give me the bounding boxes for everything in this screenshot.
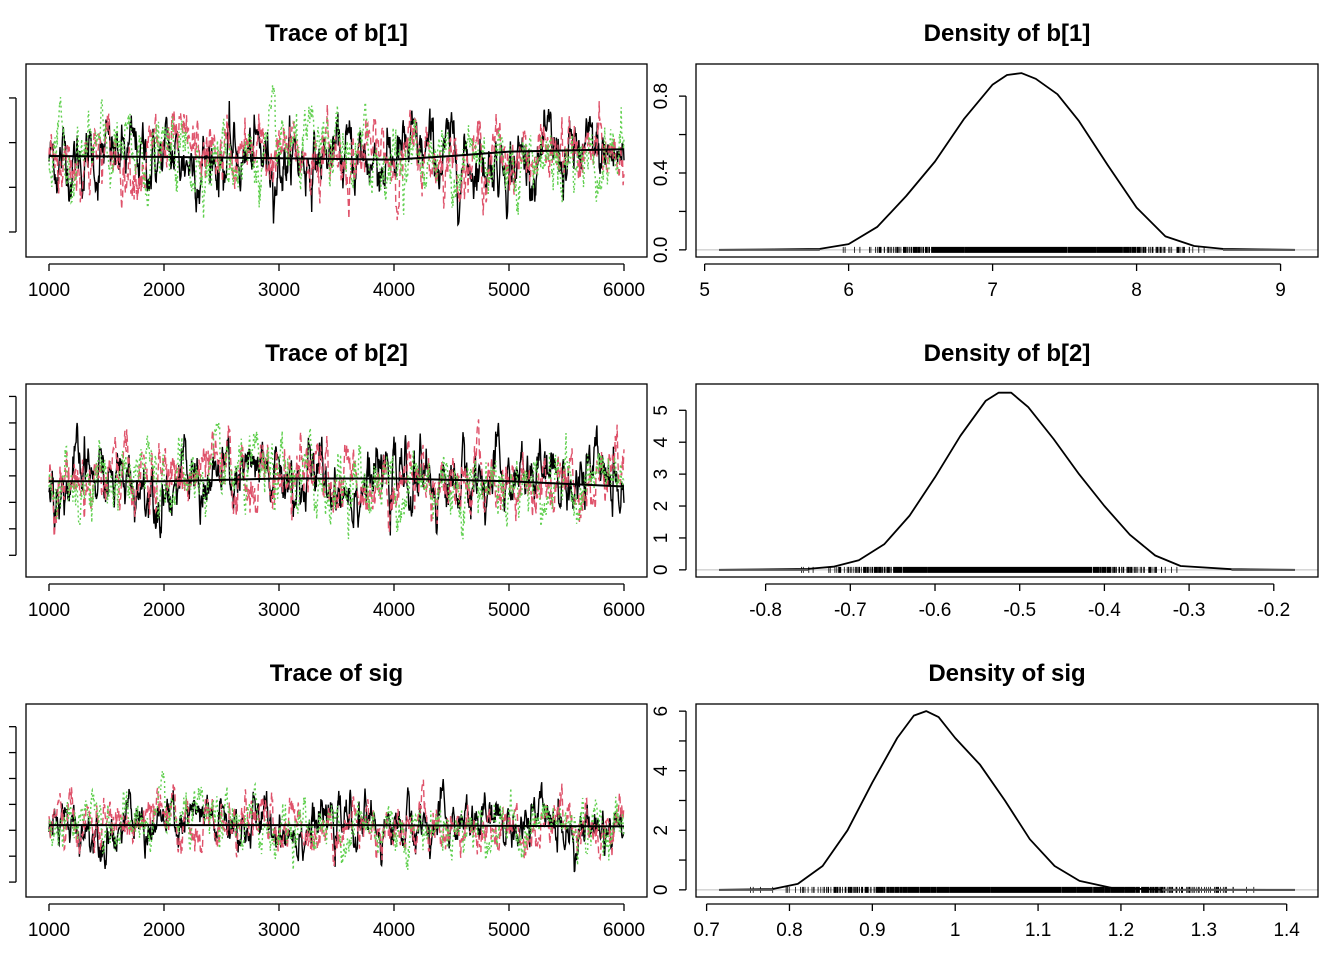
trace-series-2 — [48, 101, 625, 221]
panel-title: Trace of sig — [270, 660, 403, 687]
plot-frame — [25, 63, 648, 258]
x-tick-label: 3000 — [258, 920, 300, 941]
y-tick-label: 4 — [651, 765, 672, 776]
trace-series-3 — [48, 84, 625, 219]
trace-panel-1: Trace of b[1] 1000 2000 3000 4000 5000 6000 — [9, 20, 648, 301]
x-tick-label: 5000 — [488, 280, 530, 301]
trace-series-2 — [48, 419, 625, 537]
trace-smooth-line — [49, 824, 625, 828]
y-tick-label: 3 — [651, 469, 672, 480]
x-tick-label: 4000 — [373, 280, 415, 301]
x-tick-label: 6000 — [603, 280, 645, 301]
plot-frame — [25, 383, 648, 578]
trace-series-3 — [48, 422, 625, 540]
x-tick-label: 2000 — [143, 280, 185, 301]
x-tick-label: 4000 — [373, 920, 415, 941]
density-panel-2: Density of b[2] -0.8 -0.7 -0.6 -0.5 -0.4 -0.3 -… — [651, 340, 1319, 621]
y-tick-label: 0.4 — [651, 159, 672, 186]
density-rug — [801, 566, 1178, 573]
trace-panel-3: Trace of sig 1000 2000 3000 4000 5000 6000 — [9, 660, 648, 941]
x-tick-label: 1.4 — [1273, 920, 1300, 941]
plot-frame — [695, 383, 1319, 578]
trace-smooth-line — [48, 148, 625, 161]
y-tick-label: 2 — [651, 501, 672, 512]
x-tick-label: 2000 — [143, 920, 185, 941]
x-tick-label: 6000 — [603, 920, 645, 941]
panel-title: Density of sig — [928, 660, 1085, 687]
x-tick-label: 1.3 — [1191, 920, 1217, 941]
y-tick-label: 6 — [651, 706, 672, 717]
x-tick-label: -0.3 — [1173, 600, 1206, 621]
y-tick-label: 0.0 — [651, 237, 672, 263]
y-tick-label: 0.8 — [651, 83, 672, 109]
x-tick-label: 1 — [950, 920, 961, 941]
panel-title: Density of b[1] — [924, 20, 1091, 47]
y-tick-label: 5 — [651, 405, 672, 416]
density-curve — [718, 72, 1296, 251]
x-tick-label: 1.2 — [1108, 920, 1134, 941]
x-tick-label: 5000 — [488, 600, 530, 621]
y-tick-label: 1 — [651, 533, 672, 544]
x-tick-label: 4000 — [373, 600, 415, 621]
x-tick-label: 1000 — [28, 280, 70, 301]
trace-series-3 — [48, 771, 625, 870]
x-tick-label: 9 — [1275, 280, 1286, 301]
x-tick-label: 6000 — [603, 600, 645, 621]
y-tick-label: 2 — [651, 825, 672, 836]
y-tick-label: 0 — [651, 885, 672, 896]
x-tick-label: 2000 — [143, 600, 185, 621]
x-tick-label: -0.6 — [919, 600, 952, 621]
x-tick-label: -0.8 — [749, 600, 782, 621]
x-tick-label: 6 — [843, 280, 854, 301]
x-tick-label: 5000 — [488, 920, 530, 941]
x-tick-label: 3000 — [258, 600, 300, 621]
density-panel-3: Density of sig 0.7 0.8 0.9 1 1.1 1.2 1.3 1.4 0 2 4 6 — [651, 660, 1319, 941]
x-tick-label: -0.4 — [1088, 600, 1121, 621]
x-tick-label: -0.5 — [1003, 600, 1036, 621]
panel-title: Trace of b[2] — [265, 340, 408, 367]
x-tick-label: 5 — [699, 280, 710, 301]
panel-title: Trace of b[1] — [265, 20, 408, 47]
trace-series-1 — [48, 779, 625, 873]
x-tick-label: 0.8 — [776, 920, 802, 941]
x-tick-label: 0.9 — [859, 920, 885, 941]
x-tick-label: 1.1 — [1025, 920, 1051, 941]
y-tick-label: 4 — [651, 436, 672, 447]
x-tick-label: 0.7 — [693, 920, 719, 941]
x-tick-label: 3000 — [258, 280, 300, 301]
density-curve — [718, 391, 1296, 571]
density-curve — [718, 710, 1296, 891]
x-tick-label: -0.2 — [1257, 600, 1290, 621]
x-tick-label: -0.7 — [834, 600, 867, 621]
x-tick-label: 7 — [987, 280, 998, 301]
x-tick-label: 1000 — [28, 920, 70, 941]
x-tick-label: 1000 — [28, 600, 70, 621]
panel-title: Density of b[2] — [924, 340, 1091, 367]
trace-panel-2: Trace of b[2] 1000 2000 3000 4000 5000 6000 — [9, 340, 648, 621]
trace-smooth-line — [49, 477, 625, 488]
y-tick-label: 0 — [651, 565, 672, 576]
plot-frame — [25, 703, 648, 898]
x-tick-label: 8 — [1131, 280, 1142, 301]
density-panel-1: Density of b[1] 5 6 7 8 9 0.0 0.4 0.8 — [651, 20, 1319, 301]
trace-series-1 — [48, 422, 625, 539]
density-rug — [842, 246, 1205, 253]
plot-frame — [695, 703, 1319, 898]
plot-frame — [695, 63, 1319, 258]
